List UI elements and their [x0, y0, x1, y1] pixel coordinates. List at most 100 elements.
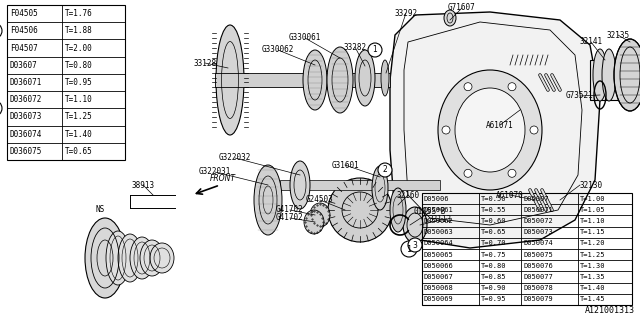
Circle shape: [530, 126, 538, 134]
Ellipse shape: [455, 88, 525, 172]
Text: T=1.35: T=1.35: [580, 274, 605, 280]
Text: T=1.45: T=1.45: [580, 296, 605, 302]
Text: 33113: 33113: [428, 215, 452, 225]
Bar: [280, 180, 440, 190]
Text: D050061: D050061: [424, 207, 454, 213]
Text: A61070: A61070: [496, 190, 524, 199]
Text: D036075: D036075: [10, 147, 42, 156]
Text: T=0.65: T=0.65: [481, 229, 506, 235]
Ellipse shape: [290, 161, 310, 209]
Text: T=0.95: T=0.95: [65, 78, 93, 87]
Text: D050077: D050077: [523, 274, 553, 280]
Text: 33292: 33292: [394, 9, 417, 18]
Ellipse shape: [381, 60, 389, 96]
Ellipse shape: [372, 166, 388, 210]
Text: D050073: D050073: [523, 229, 553, 235]
Bar: [215, 73, 390, 87]
Text: D050066: D050066: [424, 263, 454, 269]
Text: 3: 3: [413, 241, 417, 250]
Circle shape: [508, 83, 516, 91]
Ellipse shape: [140, 240, 164, 276]
Text: T=1.30: T=1.30: [580, 263, 605, 269]
Text: D036074: D036074: [10, 130, 42, 139]
Circle shape: [442, 126, 450, 134]
Text: 1: 1: [372, 45, 378, 54]
Text: G322032: G322032: [219, 154, 251, 163]
Text: T=0.80: T=0.80: [481, 263, 506, 269]
Text: F04505: F04505: [10, 9, 38, 18]
Text: F04507: F04507: [10, 44, 38, 52]
Text: 32130: 32130: [580, 180, 603, 189]
Text: T=1.15: T=1.15: [580, 229, 605, 235]
Circle shape: [368, 43, 382, 57]
Text: D050069: D050069: [424, 296, 454, 302]
Text: D050078: D050078: [523, 285, 553, 291]
Text: D050074: D050074: [523, 240, 553, 246]
Text: D050071: D050071: [523, 207, 553, 213]
Bar: [7, 5, 125, 160]
Text: T=1.05: T=1.05: [580, 207, 605, 213]
Text: T=1.00: T=1.00: [580, 196, 605, 202]
Text: T=1.25: T=1.25: [65, 112, 93, 122]
Ellipse shape: [602, 49, 616, 101]
Ellipse shape: [310, 203, 330, 227]
Text: D050067: D050067: [424, 274, 454, 280]
Ellipse shape: [254, 165, 282, 235]
Text: 32141: 32141: [579, 37, 603, 46]
Text: D050076: D050076: [523, 263, 553, 269]
Text: G73521: G73521: [566, 92, 594, 100]
Ellipse shape: [303, 50, 327, 110]
Text: T=0.80: T=0.80: [65, 61, 93, 70]
Text: A61071: A61071: [486, 121, 514, 130]
Text: T=0.95: T=0.95: [481, 296, 506, 302]
Text: D050063: D050063: [424, 229, 454, 235]
Text: T=1.40: T=1.40: [580, 285, 605, 291]
Circle shape: [401, 241, 417, 257]
Text: G31601: G31601: [331, 161, 359, 170]
Text: T=2.00: T=2.00: [65, 44, 93, 52]
Text: NS: NS: [95, 205, 104, 214]
Ellipse shape: [438, 70, 542, 190]
Ellipse shape: [614, 39, 640, 111]
Text: D050072: D050072: [523, 218, 553, 224]
Ellipse shape: [150, 243, 174, 273]
Text: D036073: D036073: [10, 112, 42, 122]
Bar: [422, 193, 632, 305]
Text: 32160: 32160: [396, 190, 420, 199]
Bar: [590, 60, 625, 100]
Text: D050062: D050062: [424, 218, 454, 224]
Ellipse shape: [593, 49, 607, 101]
Text: T=0.50: T=0.50: [481, 196, 506, 202]
Text: 38913: 38913: [131, 180, 155, 189]
Polygon shape: [390, 12, 600, 248]
Text: 33128: 33128: [193, 59, 216, 68]
Text: T=1.25: T=1.25: [580, 252, 605, 258]
Text: T=1.76: T=1.76: [65, 9, 93, 18]
Text: D03607: D03607: [10, 61, 38, 70]
Circle shape: [378, 163, 392, 177]
Ellipse shape: [130, 237, 154, 279]
Text: T=0.60: T=0.60: [481, 218, 506, 224]
Ellipse shape: [355, 50, 375, 106]
Text: 1: 1: [406, 244, 412, 253]
Text: T=0.75: T=0.75: [481, 252, 506, 258]
Text: T=1.20: T=1.20: [580, 240, 605, 246]
Ellipse shape: [106, 231, 130, 285]
Ellipse shape: [118, 234, 142, 282]
Text: G330061: G330061: [289, 34, 321, 43]
Text: D050064: D050064: [424, 240, 454, 246]
Text: G41702: G41702: [276, 213, 304, 222]
Text: 2: 2: [383, 165, 387, 174]
Text: D050075: D050075: [523, 252, 553, 258]
Text: T=0.55: T=0.55: [481, 207, 506, 213]
Text: T=0.85: T=0.85: [481, 274, 506, 280]
Ellipse shape: [327, 47, 353, 113]
Text: G24503: G24503: [306, 196, 334, 204]
Text: G41702: G41702: [276, 205, 304, 214]
Text: D050068: D050068: [424, 285, 454, 291]
Circle shape: [408, 238, 422, 252]
Text: F04506: F04506: [10, 26, 38, 35]
Ellipse shape: [304, 210, 324, 234]
Text: G322031: G322031: [199, 167, 231, 177]
Text: 33282: 33282: [344, 43, 367, 52]
